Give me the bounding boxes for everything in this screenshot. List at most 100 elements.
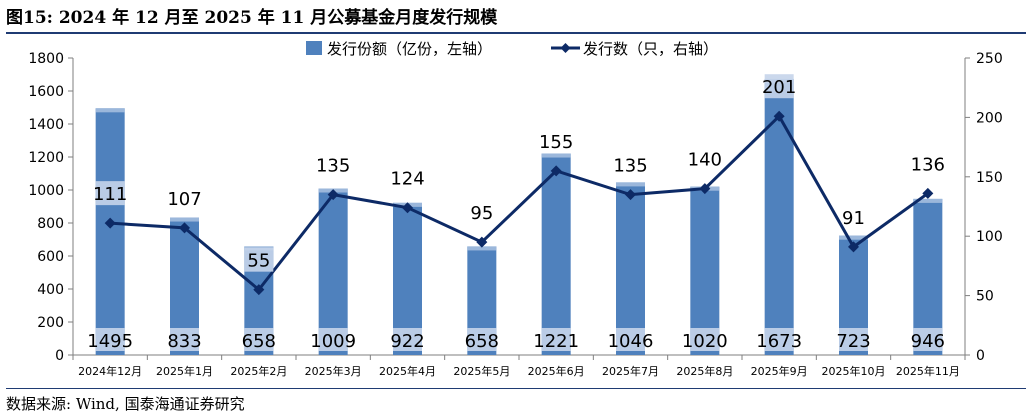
bar-data-label-box <box>839 328 868 351</box>
line-point <box>402 202 413 214</box>
bar-data-label: 723 <box>836 331 870 352</box>
line-point <box>773 110 785 122</box>
bar-data-label: 1009 <box>310 331 356 352</box>
bar-data-label: 833 <box>167 331 201 352</box>
line-point <box>476 236 488 248</box>
line-data-label: 136 <box>911 154 945 175</box>
line-data-label-box <box>764 74 794 99</box>
y-left-tick-label: 1000 <box>28 183 64 199</box>
bar-data-label-box <box>913 328 943 351</box>
bar-data-label: 1020 <box>682 331 728 352</box>
bar-data-label: 658 <box>465 331 499 352</box>
y-right-tick-label: 100 <box>976 229 1003 245</box>
line-data-label: 135 <box>316 156 350 177</box>
bar-data-label: 1221 <box>533 331 579 352</box>
data-source: 数据来源: Wind, 国泰海通证券研究 <box>6 395 245 413</box>
bar-data-label-box <box>393 328 422 351</box>
line-data-label: 111 <box>93 184 127 205</box>
x-tick-label: 2025年9月 <box>751 364 808 378</box>
bar-top-highlight <box>913 198 943 203</box>
line-point <box>253 284 265 296</box>
x-tick-label: 2024年12月 <box>78 364 142 378</box>
x-tick-label: 2025年2月 <box>230 364 287 378</box>
bar-data-label-box <box>244 328 274 351</box>
bar <box>690 186 720 355</box>
y-left-tick-label: 1600 <box>28 84 64 100</box>
chart-title: 图15: 2024 年 12 月至 2025 年 11 月公募基金月度发行规模 <box>6 8 498 28</box>
bar-data-label: 1046 <box>608 331 654 352</box>
line-data-label: 107 <box>167 189 201 210</box>
source-divider <box>6 388 1026 389</box>
y-left-tick-label: 200 <box>37 315 64 331</box>
x-tick-label: 2025年8月 <box>676 364 733 378</box>
bar-top-highlight <box>839 235 868 240</box>
line-data-label: 55 <box>247 251 270 272</box>
legend-bar-swatch <box>306 41 322 55</box>
x-tick-label: 2025年7月 <box>602 364 659 378</box>
bar <box>616 182 645 355</box>
bar-top-highlight <box>95 108 125 113</box>
bar-top-highlight <box>616 182 645 187</box>
line-point <box>179 222 190 234</box>
x-tick-label: 2025年3月 <box>305 364 362 378</box>
line-data-label: 201 <box>762 77 796 98</box>
y-right-tick-label: 50 <box>976 289 994 305</box>
bar-data-label: 946 <box>911 331 945 352</box>
bar-top-highlight <box>467 246 497 251</box>
line-point <box>625 189 636 201</box>
y-left-tick-label: 0 <box>55 348 64 364</box>
x-tick-label: 2025年10月 <box>822 364 886 378</box>
y-right-tick-label: 250 <box>976 51 1003 67</box>
y-left-tick-label: 1800 <box>28 51 64 67</box>
y-left-tick-label: 800 <box>37 216 64 232</box>
bar-top-highlight <box>170 217 199 222</box>
legend-line-label: 发行数（只，右轴） <box>583 40 718 58</box>
y-left-tick-label: 1400 <box>28 117 64 133</box>
bar-data-label-box <box>690 328 720 351</box>
bar-data-label: 1495 <box>87 331 133 352</box>
x-tick-label: 2025年11月 <box>896 364 960 378</box>
bar-data-label-box <box>541 328 571 351</box>
line-point <box>922 187 934 199</box>
y-right-tick-label: 0 <box>976 348 985 364</box>
line-point <box>327 189 339 201</box>
bar <box>541 153 571 355</box>
bar <box>318 188 348 355</box>
line-data-label: 140 <box>688 150 722 171</box>
line-data-label: 95 <box>470 203 493 224</box>
x-tick-label: 2025年1月 <box>156 364 213 378</box>
y-left-tick-label: 400 <box>37 282 64 298</box>
title-divider <box>6 32 1026 34</box>
series-line <box>110 113 929 292</box>
y-right-tick-label: 150 <box>976 170 1003 186</box>
bar-data-label-box <box>170 328 199 351</box>
legend-bar-label: 发行份额（亿份，左轴） <box>327 40 492 58</box>
line-data-label-box <box>244 247 274 272</box>
bar-data-label-box <box>467 328 497 351</box>
bar-data-label: 922 <box>390 331 424 352</box>
x-tick-label: 2025年5月 <box>453 364 510 378</box>
bar-data-label-box <box>616 328 645 351</box>
bar-top-highlight <box>541 153 571 158</box>
y-right-tick-label: 200 <box>976 110 1003 126</box>
bar-data-label-box <box>95 328 125 351</box>
line-data-label-box <box>95 181 125 206</box>
bar-data-label: 1673 <box>756 331 802 352</box>
y-left-tick-label: 600 <box>37 249 64 265</box>
bar <box>95 108 125 355</box>
line-data-label: 124 <box>390 169 424 190</box>
y-left-tick-label: 1200 <box>28 150 64 166</box>
line-data-label: 135 <box>613 156 647 177</box>
x-tick-label: 2025年4月 <box>379 364 436 378</box>
line-point <box>699 183 711 195</box>
line-point <box>550 165 562 177</box>
line-point <box>104 217 116 229</box>
bar-data-label-box <box>318 328 348 351</box>
line-data-label: 155 <box>539 132 573 153</box>
bar-data-label: 658 <box>242 331 276 352</box>
bar-data-label-box <box>764 328 794 351</box>
x-tick-label: 2025年6月 <box>528 364 585 378</box>
legend-line-marker <box>560 43 571 53</box>
line-point <box>848 241 859 253</box>
